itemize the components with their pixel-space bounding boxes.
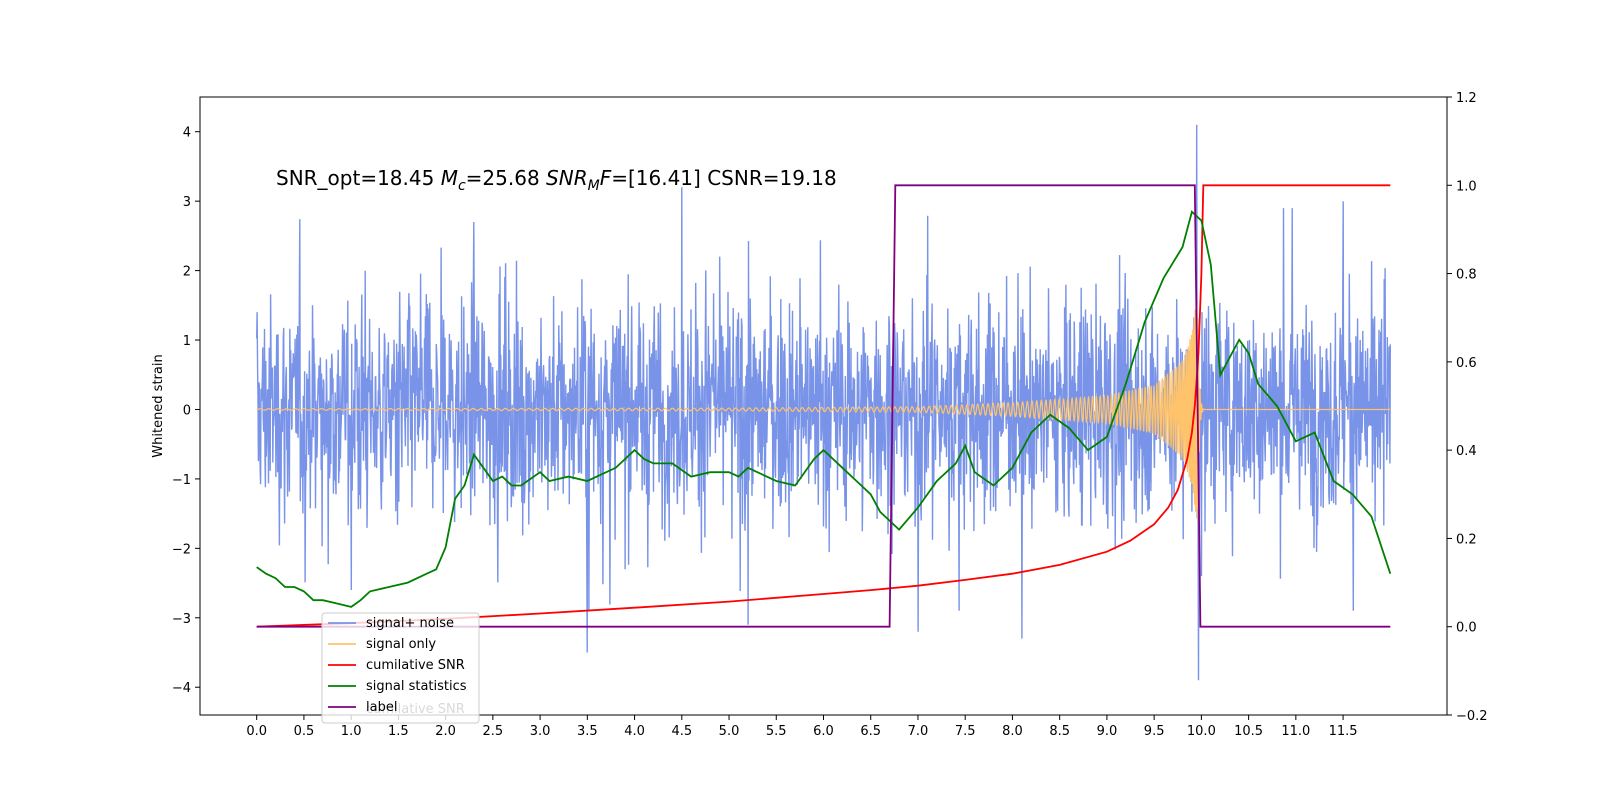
y-left-tick-label: 1 — [183, 334, 191, 349]
x-tick-label: 3.5 — [577, 724, 598, 739]
x-tick-label: 6.0 — [813, 724, 834, 739]
y-right-tick-label: 0.8 — [1456, 268, 1477, 283]
x-tick-label: 1.0 — [341, 724, 362, 739]
x-tick-label: 10.5 — [1234, 724, 1263, 739]
title-mc-sub: c — [458, 178, 466, 194]
legend-box — [321, 612, 480, 724]
title-snr-sub: M — [588, 178, 600, 194]
legend-label: label — [366, 700, 397, 715]
y-left-tick-label: 2 — [183, 265, 191, 280]
title-snr-value: =[16.41] CSNR=19.18 — [611, 166, 837, 190]
legend-entries: signal+ noise signal only cumilative SNR si… — [328, 616, 467, 715]
x-tick-label: 10.0 — [1187, 724, 1216, 739]
legend-label: signal only — [366, 637, 436, 652]
x-tick-label: 8.0 — [1002, 724, 1023, 739]
legend: cumilative SNR signal+ noise signal only c… — [321, 612, 480, 724]
y-right-tick-label: 0.6 — [1456, 356, 1477, 371]
chart-title: SNR_opt=18.45 Mc=25.68 SNRMF=[16.41] CSN… — [276, 166, 837, 194]
y-left-tick-label: 4 — [183, 126, 191, 141]
y-right-tick-label: 0.2 — [1456, 532, 1477, 547]
legend-ghost-entry: cumilative SNR — [366, 702, 465, 717]
y-left-tick-label: −3 — [172, 612, 191, 627]
title-snr-f: F — [600, 166, 612, 190]
x-tick-label: 8.5 — [1049, 724, 1070, 739]
y-right-tick-label: 0.0 — [1456, 621, 1477, 636]
y-left-tick-label: 0 — [183, 403, 191, 418]
legend-label: signal statistics — [366, 679, 467, 694]
y-axis-label-left: Whitened strain — [151, 354, 166, 457]
x-tick-label: 2.5 — [483, 724, 504, 739]
x-tick-label: 11.5 — [1329, 724, 1358, 739]
series-signal-only-line — [256, 304, 1391, 519]
x-tick-label: 0.0 — [246, 724, 267, 739]
series-layer — [256, 124, 1392, 681]
legend-label: cumilative SNR — [366, 658, 465, 673]
title-mc-symbol: M — [441, 166, 458, 190]
x-tick-label: 7.0 — [908, 724, 929, 739]
x-tick-label: 4.5 — [671, 724, 692, 739]
y-left-tick-label: 3 — [183, 195, 191, 210]
y-right-tick-label: 1.2 — [1456, 91, 1477, 106]
y-right-tick-label: 1.0 — [1456, 179, 1477, 194]
y-left-tick-label: −2 — [172, 542, 191, 557]
x-tick-label: 5.0 — [719, 724, 740, 739]
y-left-axis: −4 −3 −2 −1 0 1 2 3 4 — [172, 126, 200, 696]
y-right-tick-label: 0.4 — [1456, 444, 1477, 459]
x-tick-label: 1.5 — [388, 724, 409, 739]
x-tick-label: 9.5 — [1144, 724, 1165, 739]
y-right-axis: −0.2 0.0 0.2 0.4 0.6 0.8 1.0 1.2 — [1447, 91, 1488, 724]
x-tick-label: 9.0 — [1097, 724, 1118, 739]
x-axis: 0.0 0.5 1.0 1.5 2.0 2.5 3.0 3.5 4.0 4.5 5.0 5.5 6.0 6… — [246, 715, 1358, 739]
x-tick-label: 0.5 — [294, 724, 315, 739]
x-tick-label: 7.5 — [955, 724, 976, 739]
y-left-tick-label: −4 — [172, 681, 191, 696]
legend-label: signal+ noise — [366, 616, 454, 631]
y-left-tick-label: −1 — [172, 473, 191, 488]
series-label-line — [256, 184, 1391, 628]
title-snr-symbol: SNR — [546, 166, 588, 190]
y-right-tick-label: −0.2 — [1456, 709, 1488, 724]
x-tick-label: 3.0 — [530, 724, 551, 739]
x-tick-label: 5.5 — [766, 724, 787, 739]
x-tick-label: 6.5 — [860, 724, 881, 739]
title-prefix: SNR_opt=18.45 — [276, 166, 441, 190]
title-mc-value: =25.68 — [466, 166, 546, 190]
x-tick-label: 4.0 — [624, 724, 645, 739]
x-tick-label: 11.0 — [1281, 724, 1310, 739]
series-signal-noise-line — [256, 124, 1391, 681]
x-tick-label: 2.0 — [435, 724, 456, 739]
